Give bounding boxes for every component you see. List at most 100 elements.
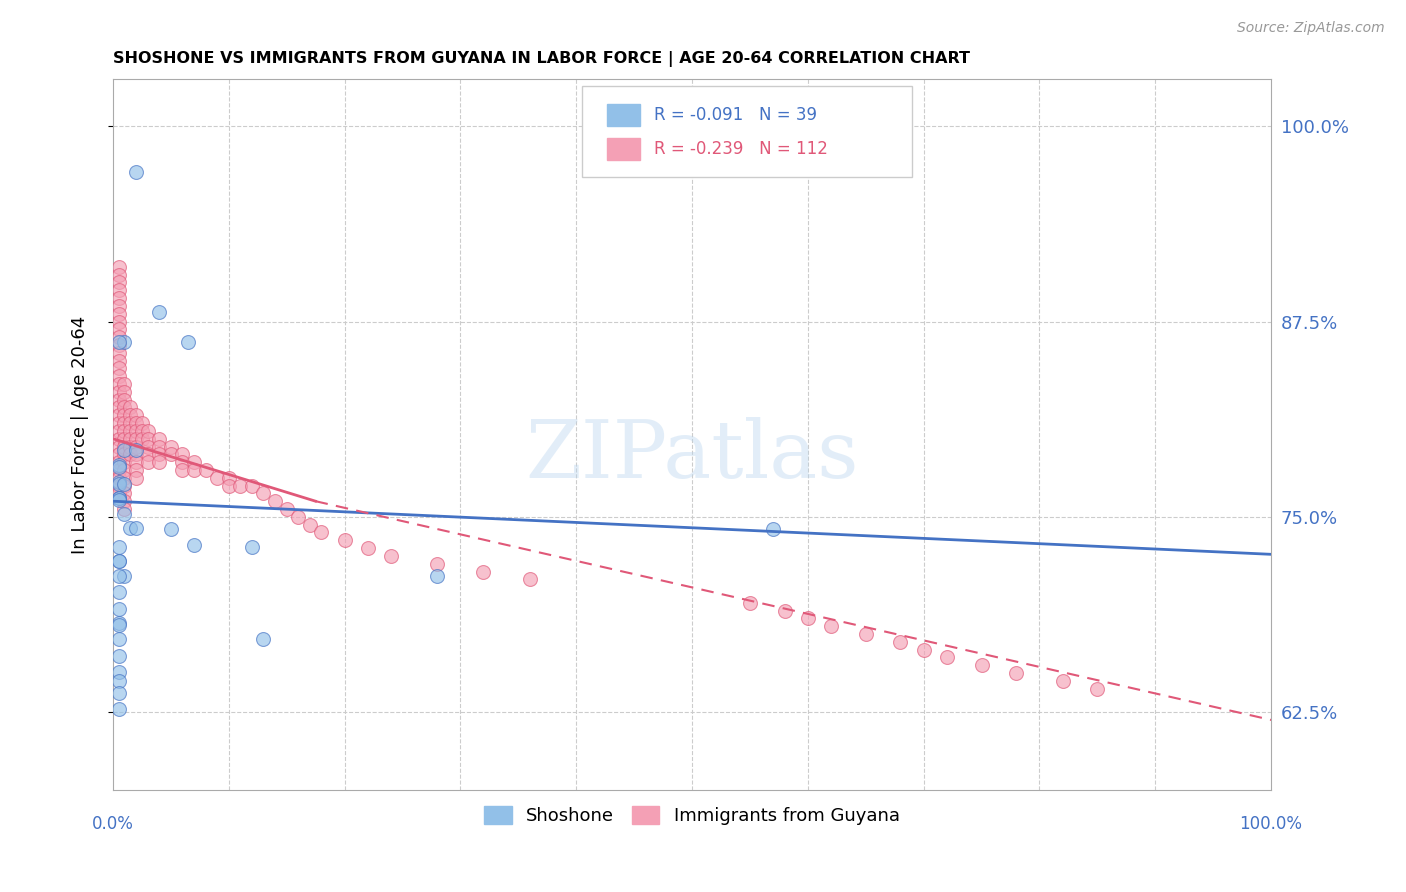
- Point: [107, 409, 129, 423]
- Point: [107, 447, 129, 461]
- Point: [107, 478, 129, 492]
- Text: Source: ZipAtlas.com: Source: ZipAtlas.com: [1237, 21, 1385, 35]
- Point: [107, 377, 129, 392]
- Point: [107, 492, 129, 507]
- Legend: Shoshone, Immigrants from Guyana: Shoshone, Immigrants from Guyana: [477, 798, 907, 832]
- Point: [426, 557, 449, 571]
- Point: [148, 305, 170, 319]
- Point: [114, 442, 136, 457]
- Point: [107, 459, 129, 474]
- Point: [311, 525, 333, 540]
- Point: [114, 477, 136, 491]
- Point: [205, 471, 228, 485]
- Point: [194, 463, 217, 477]
- Point: [252, 486, 274, 500]
- Point: [773, 603, 796, 617]
- Point: [107, 540, 129, 554]
- Point: [114, 502, 136, 516]
- Point: [107, 307, 129, 321]
- Point: [1052, 673, 1074, 688]
- Point: [107, 338, 129, 352]
- Point: [148, 455, 170, 469]
- Point: [125, 463, 148, 477]
- Point: [107, 440, 129, 454]
- Point: [125, 471, 148, 485]
- Point: [107, 491, 129, 505]
- Point: [107, 384, 129, 399]
- Point: [159, 440, 181, 454]
- Point: [107, 455, 129, 469]
- Point: [380, 549, 402, 563]
- Point: [120, 432, 142, 446]
- Point: [125, 440, 148, 454]
- Point: [107, 616, 129, 631]
- Text: 100.0%: 100.0%: [1240, 815, 1302, 833]
- Point: [107, 458, 129, 473]
- Point: [1005, 666, 1028, 681]
- Point: [107, 553, 129, 567]
- Point: [107, 584, 129, 599]
- Point: [114, 447, 136, 461]
- Point: [970, 658, 993, 673]
- Point: [287, 509, 309, 524]
- Point: [107, 283, 129, 297]
- Point: [107, 463, 129, 477]
- Point: [125, 416, 148, 430]
- Point: [107, 553, 129, 567]
- Point: [107, 569, 129, 583]
- Point: [136, 432, 159, 446]
- Text: R = -0.091   N = 39: R = -0.091 N = 39: [654, 106, 817, 124]
- Point: [107, 475, 129, 490]
- Point: [114, 486, 136, 500]
- Point: [172, 455, 194, 469]
- Point: [912, 642, 935, 657]
- Text: 0.0%: 0.0%: [91, 815, 134, 833]
- Point: [107, 291, 129, 305]
- Point: [136, 447, 159, 461]
- Point: [114, 377, 136, 392]
- Point: [298, 517, 321, 532]
- Point: [107, 314, 129, 328]
- Point: [125, 447, 148, 461]
- Point: [114, 569, 136, 583]
- Point: [120, 401, 142, 415]
- Point: [229, 478, 252, 492]
- Point: [107, 353, 129, 368]
- Point: [107, 432, 129, 446]
- Point: [252, 632, 274, 646]
- Point: [1085, 681, 1108, 696]
- Y-axis label: In Labor Force | Age 20-64: In Labor Force | Age 20-64: [72, 316, 89, 554]
- Point: [264, 494, 287, 508]
- Point: [107, 361, 129, 376]
- Point: [107, 477, 129, 491]
- Point: [125, 424, 148, 438]
- Bar: [607, 103, 640, 127]
- Point: [240, 540, 263, 554]
- Point: [114, 455, 136, 469]
- Point: [107, 665, 129, 679]
- Point: [472, 565, 495, 579]
- Point: [131, 432, 153, 446]
- Point: [107, 345, 129, 359]
- Point: [120, 424, 142, 438]
- Point: [738, 596, 761, 610]
- Point: [276, 502, 298, 516]
- Point: [107, 491, 129, 505]
- Point: [125, 455, 148, 469]
- Point: [136, 424, 159, 438]
- Point: [120, 521, 142, 535]
- Point: [120, 447, 142, 461]
- Point: [218, 471, 240, 485]
- Point: [107, 602, 129, 616]
- Point: [120, 409, 142, 423]
- Text: R = -0.239   N = 112: R = -0.239 N = 112: [654, 140, 828, 158]
- Point: [107, 486, 129, 500]
- Point: [107, 260, 129, 274]
- Point: [107, 276, 129, 290]
- Point: [131, 424, 153, 438]
- Point: [333, 533, 356, 548]
- Point: [107, 648, 129, 663]
- Point: [855, 627, 877, 641]
- Point: [114, 432, 136, 446]
- Point: [107, 471, 129, 485]
